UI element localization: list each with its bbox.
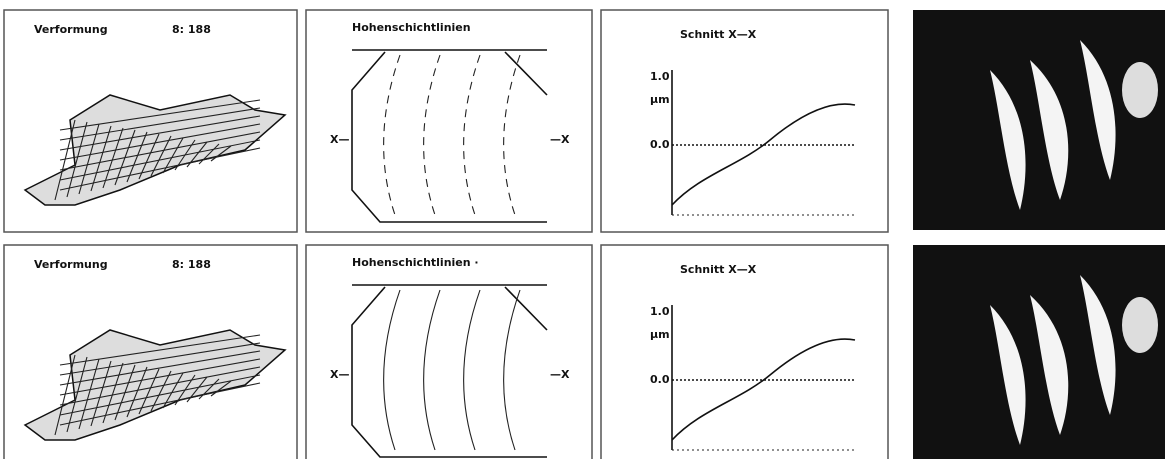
- mesh-line: [66, 356, 88, 433]
- mesh-line: [150, 370, 172, 412]
- contour-border: [351, 49, 548, 223]
- mesh-line: [59, 358, 261, 396]
- mesh-line: [150, 135, 172, 177]
- axis-marker: X—: [330, 368, 349, 381]
- contour-line: [423, 54, 441, 216]
- mesh-line: [59, 334, 261, 366]
- axis-marker: X—: [330, 133, 349, 146]
- contour-line: [463, 289, 481, 451]
- mesh-line: [59, 342, 261, 376]
- contour-line: [503, 289, 521, 451]
- contour-line: [423, 289, 441, 451]
- y-tick-label: 1.0: [650, 305, 670, 318]
- contour-border: [351, 284, 548, 458]
- y-tick-label: 0.0: [650, 138, 670, 151]
- mesh-line: [102, 127, 124, 189]
- contour-line: [463, 54, 481, 216]
- y-unit: µm: [650, 93, 670, 106]
- mesh-line: [59, 382, 261, 426]
- y-unit: µm: [650, 328, 670, 341]
- fringe: [1030, 60, 1069, 200]
- mesh-line: [78, 123, 100, 195]
- mesh-line: [54, 119, 76, 201]
- panel-frame: [600, 9, 889, 233]
- y-tick-label: 1.0: [650, 70, 670, 83]
- axis-marker: —X: [550, 133, 570, 146]
- mesh-line: [138, 368, 160, 415]
- mesh-line: [59, 374, 261, 416]
- mesh-line: [59, 123, 261, 161]
- mesh-line: [59, 350, 261, 386]
- panel-frame: [305, 244, 593, 459]
- fringe: [1030, 295, 1069, 435]
- mesh-line: [138, 133, 160, 180]
- fringe: [1080, 40, 1116, 180]
- fringe-spot: [1122, 297, 1158, 353]
- contour-line: [383, 54, 401, 216]
- mesh-line: [59, 115, 261, 151]
- row: Verformung 8: 188 Hohenschichtlinien X— —X Sc…: [3, 9, 1165, 233]
- panel-title: Verformung: [34, 23, 108, 36]
- panel-label: 8: 188: [172, 23, 211, 36]
- panel-frame: [305, 9, 593, 233]
- mesh-line: [90, 360, 112, 427]
- mesh-line: [59, 147, 261, 191]
- section-curve: [671, 103, 856, 206]
- photo: [913, 245, 1165, 459]
- mesh-line: [210, 145, 232, 162]
- mesh-line: [59, 99, 261, 131]
- axis-marker: —X: [550, 368, 570, 381]
- mesh-line: [90, 125, 112, 192]
- mesh-line: [126, 131, 148, 183]
- fringe: [1080, 275, 1116, 415]
- mesh-line: [59, 139, 261, 181]
- mesh-line: [78, 358, 100, 430]
- contour-line: [383, 289, 401, 451]
- fringe-spot: [1122, 62, 1158, 118]
- mesh-line: [210, 380, 232, 397]
- row: Verformung 8: 188 Hohenschichtlinien · X— —X…: [3, 244, 1165, 459]
- photo: [913, 10, 1165, 230]
- y-tick-label: 0.0: [650, 373, 670, 386]
- fringe: [990, 305, 1026, 445]
- panel-title: Hohenschichtlinien: [352, 21, 471, 34]
- mesh-line: [59, 366, 261, 406]
- panel-label: 8: 188: [172, 258, 211, 271]
- mesh-line: [59, 107, 261, 141]
- contour-line: [503, 54, 521, 216]
- panel-title: Schnitt X—X: [680, 263, 757, 276]
- fringe: [990, 70, 1026, 210]
- mesh-line: [54, 354, 76, 436]
- panel-title: Schnitt X—X: [680, 28, 757, 41]
- mesh-line: [59, 131, 261, 171]
- mesh-line: [66, 121, 88, 198]
- mesh-line: [126, 366, 148, 418]
- panel-title: Verformung: [34, 258, 108, 271]
- panel-title: Hohenschichtlinien ·: [352, 256, 479, 269]
- section-curve: [671, 338, 856, 441]
- panel-frame: [600, 244, 889, 459]
- mesh-line: [102, 362, 124, 424]
